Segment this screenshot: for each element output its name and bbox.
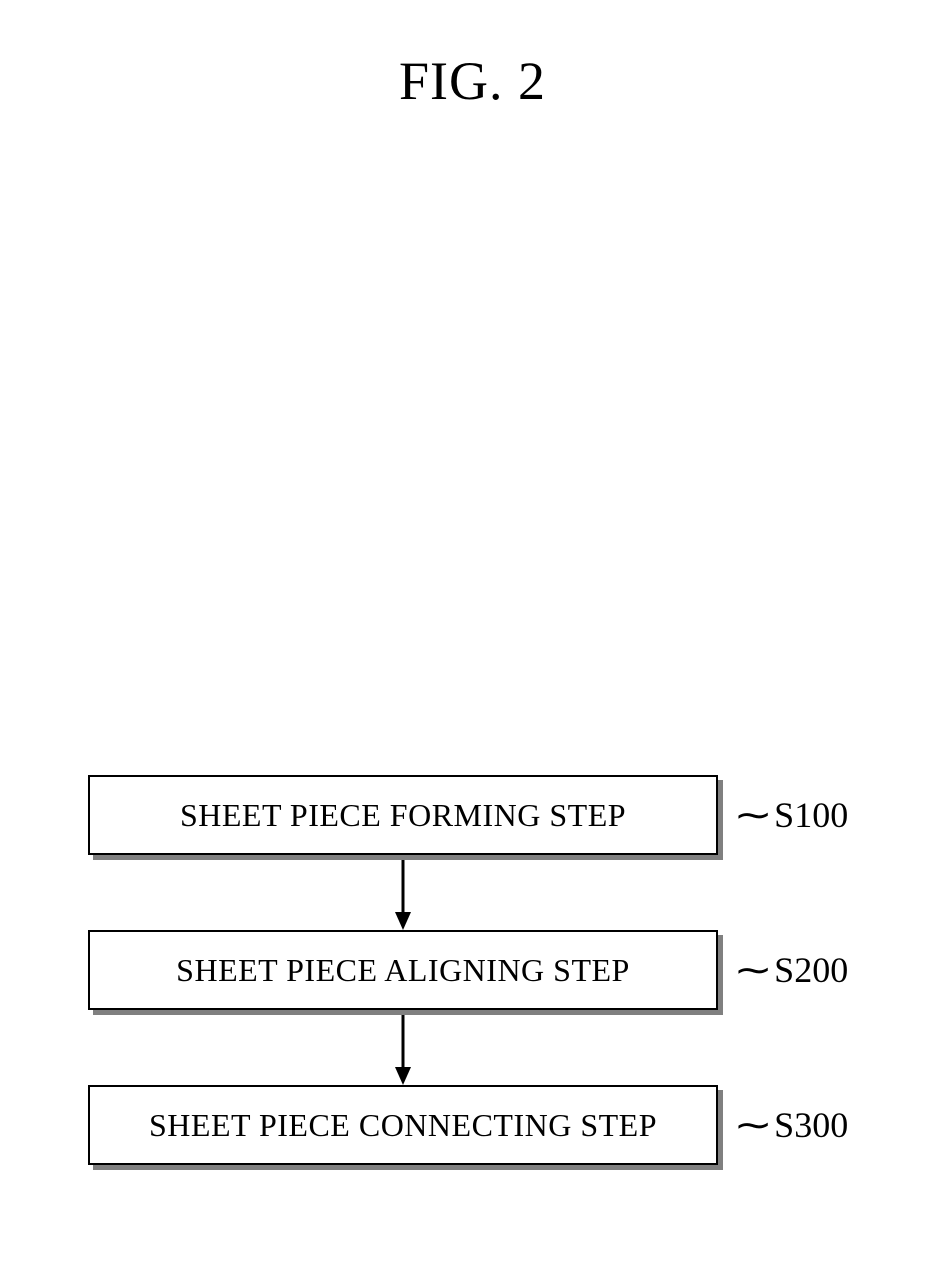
step-row: SHEET PIECE ALIGNING STEP ∼ S200 [88, 930, 858, 1010]
step-box-aligning: SHEET PIECE ALIGNING STEP [88, 930, 718, 1010]
arrow-container [88, 855, 718, 930]
down-arrow-icon [393, 1015, 413, 1085]
step-row: SHEET PIECE CONNECTING STEP ∼ S300 [88, 1085, 858, 1165]
step-box-connecting: SHEET PIECE CONNECTING STEP [88, 1085, 718, 1165]
step-label-text: S300 [774, 1104, 848, 1146]
step-label: ∼ S300 [738, 1104, 848, 1146]
tilde-icon: ∼ [733, 794, 772, 836]
figure-title: FIG. 2 [399, 50, 546, 112]
arrow-container [88, 1010, 718, 1085]
down-arrow-icon [393, 860, 413, 930]
step-label: ∼ S200 [738, 949, 848, 991]
step-label: ∼ S100 [738, 794, 848, 836]
step-row: SHEET PIECE FORMING STEP ∼ S100 [88, 775, 858, 855]
step-label-text: S100 [774, 794, 848, 836]
flowchart-container: SHEET PIECE FORMING STEP ∼ S100 SHEET PI… [88, 775, 858, 1165]
tilde-icon: ∼ [733, 1104, 772, 1146]
step-box-forming: SHEET PIECE FORMING STEP [88, 775, 718, 855]
tilde-icon: ∼ [733, 949, 772, 991]
step-label-text: S200 [774, 949, 848, 991]
